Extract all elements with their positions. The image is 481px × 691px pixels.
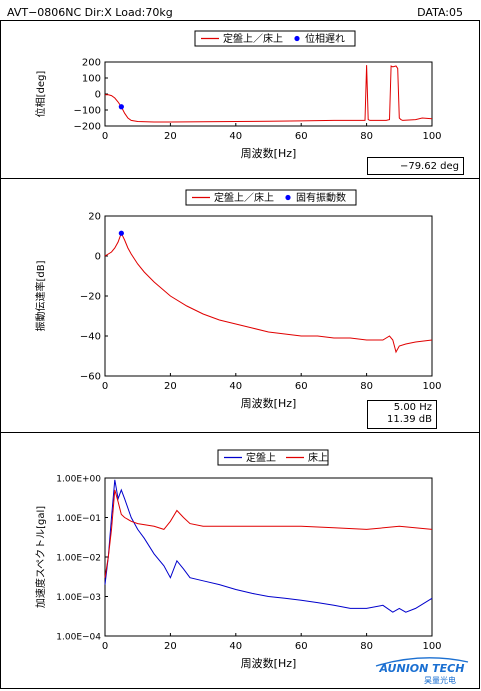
- y-tick-label: −200: [74, 122, 101, 133]
- y-axis-label: 加速度スペクトル[gal]: [34, 506, 47, 608]
- x-tick-label: 100: [422, 641, 441, 652]
- y-tick-label: 0: [95, 90, 101, 101]
- legend-label: 定盤上: [246, 451, 276, 464]
- legend-label: 位相遅れ: [305, 32, 345, 45]
- legend-label: 定盤上／床上: [223, 32, 283, 45]
- x-tick-label: 20: [164, 641, 177, 652]
- x-tick-label: 80: [360, 641, 373, 652]
- natural-freq-readout: 5.00 Hz 11.39 dB: [367, 400, 437, 429]
- x-tick-label: 60: [295, 131, 308, 142]
- y-tick-label: 1.00E−04: [56, 633, 101, 643]
- x-tick-label: 40: [229, 131, 242, 142]
- x-tick-label: 0: [102, 381, 108, 392]
- series-line: [105, 65, 433, 123]
- legend-label: 床上: [308, 451, 328, 464]
- plot-area-frame: [104, 61, 433, 127]
- y-tick-label: 0: [95, 252, 101, 263]
- panel-divider: [0, 178, 480, 179]
- x-tick-label: 40: [229, 641, 242, 652]
- series-line: [104, 231, 433, 354]
- x-axis-label: 周波数[Hz]: [241, 147, 297, 160]
- phase-readout-value: −79.62 deg: [399, 161, 459, 172]
- report-frame: [0, 20, 480, 689]
- x-axis-label: 周波数[Hz]: [241, 657, 297, 670]
- plot-area-frame: [104, 215, 433, 377]
- x-tick-label: 60: [295, 381, 308, 392]
- y-tick-label: 200: [82, 58, 101, 69]
- legend-dot-swatch: [294, 35, 300, 42]
- data-point-marker: [118, 230, 124, 236]
- data-title: AVT−0806NC Dir:X Load:70kg: [7, 6, 173, 19]
- legend-box: [194, 30, 356, 47]
- x-tick-label: 80: [360, 381, 373, 392]
- legend-box: [185, 189, 357, 206]
- plot-area-frame: [104, 477, 433, 637]
- phase-readout: −79.62 deg: [367, 157, 464, 175]
- y-tick-label: −100: [74, 106, 101, 117]
- y-tick-label: −20: [80, 292, 101, 303]
- y-tick-label: 100: [82, 74, 101, 85]
- series-line: [104, 489, 433, 578]
- legend-label: 固有振動数: [296, 191, 346, 204]
- y-tick-label: 1.00E−03: [56, 593, 101, 603]
- x-tick-label: 20: [164, 381, 177, 392]
- series-line: [104, 479, 433, 613]
- y-tick-label: 1.00E−01: [56, 514, 101, 524]
- data-point-marker: [118, 104, 124, 110]
- readout-frequency: 5.00 Hz: [393, 402, 432, 413]
- svg-text:昊量光电: 昊量光电: [424, 675, 456, 685]
- y-tick-label: 1.00E+00: [56, 475, 101, 485]
- data-number: DATA:05: [417, 6, 463, 19]
- y-tick-label: −40: [80, 332, 101, 343]
- x-tick-label: 60: [295, 641, 308, 652]
- y-tick-label: 20: [88, 212, 101, 223]
- svg-text:AUNION TECH: AUNION TECH: [379, 662, 465, 675]
- legend-dot-swatch: [285, 194, 291, 201]
- panel-divider: [0, 432, 480, 433]
- legend-label: 定盤上／床上: [214, 191, 274, 204]
- y-tick-label: −60: [80, 372, 101, 383]
- x-tick-label: 0: [102, 131, 108, 142]
- y-tick-label: 1.00E−02: [56, 554, 101, 564]
- x-tick-label: 100: [422, 131, 441, 142]
- x-tick-label: 0: [102, 641, 108, 652]
- legend-box: [217, 449, 329, 466]
- x-tick-label: 20: [164, 131, 177, 142]
- x-tick-label: 80: [360, 131, 373, 142]
- aunion-tech-logo: AUNION TECH 昊量光电: [375, 657, 469, 685]
- y-axis-label: 位相[deg]: [34, 71, 47, 118]
- x-tick-label: 100: [422, 381, 441, 392]
- x-axis-label: 周波数[Hz]: [241, 397, 297, 410]
- readout-db: 11.39 dB: [386, 414, 432, 425]
- x-tick-label: 40: [229, 381, 242, 392]
- y-axis-label: 振動伝達率[dB]: [34, 260, 47, 331]
